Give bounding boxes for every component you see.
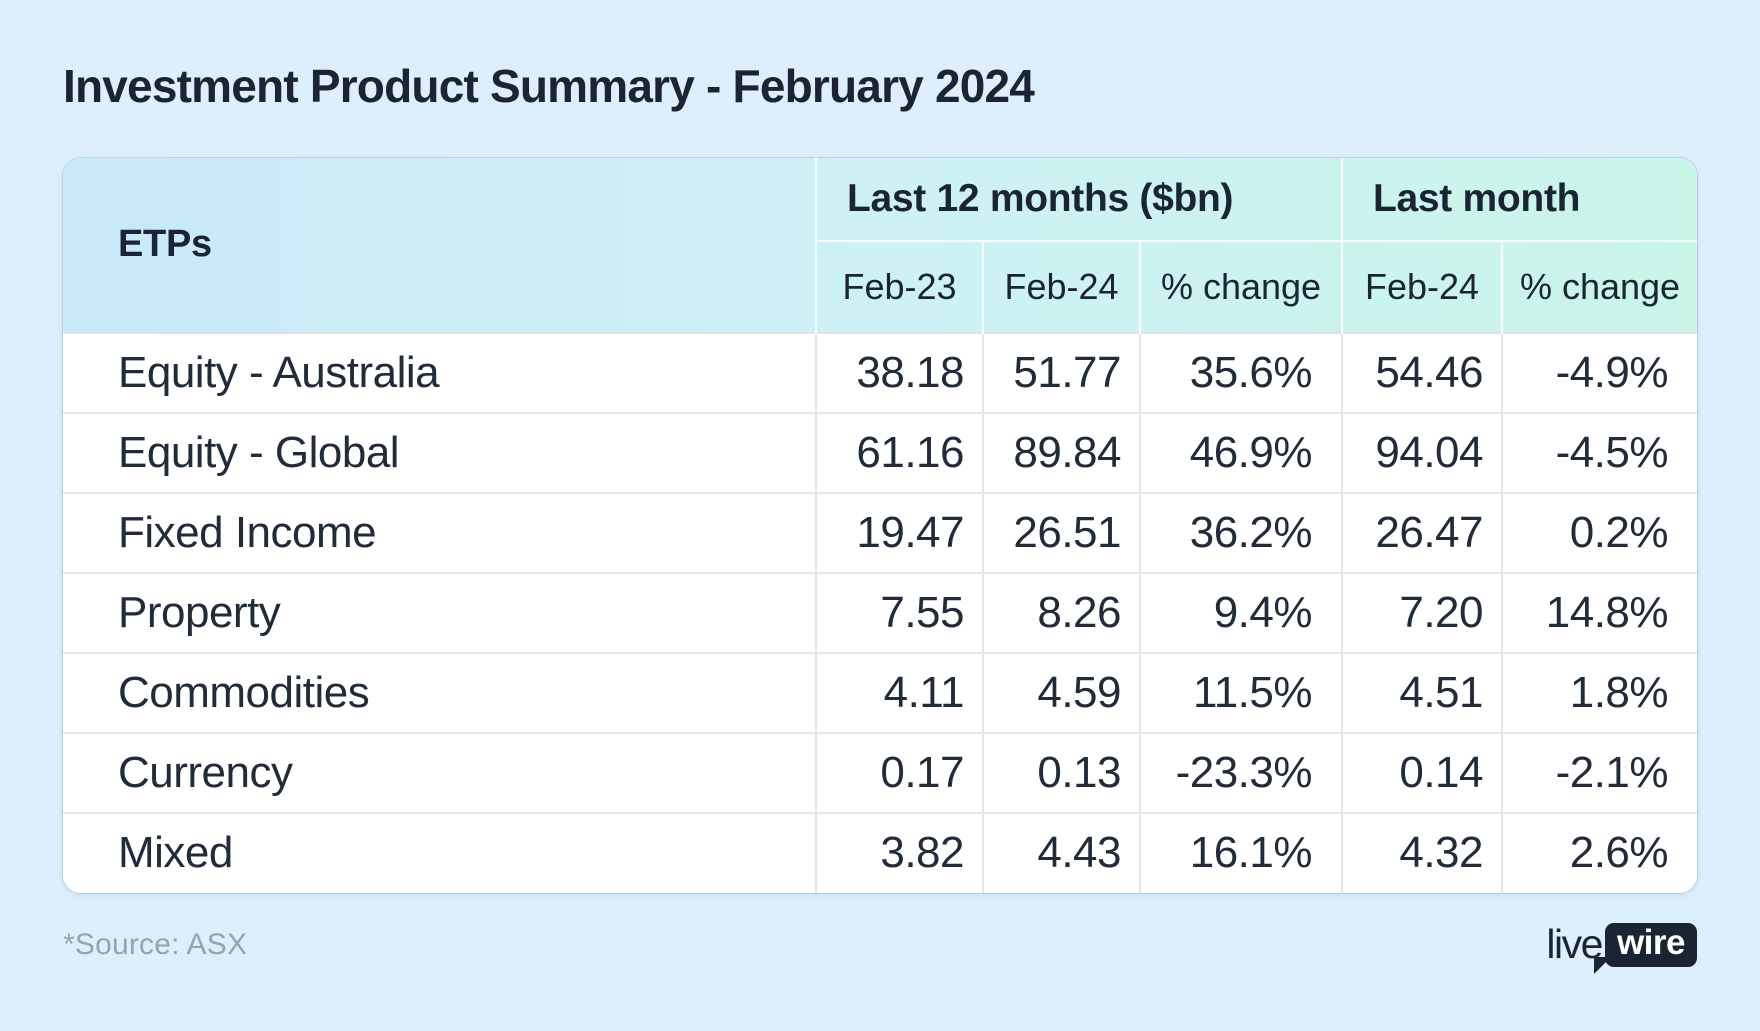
cell-value: 11.5%	[1139, 651, 1342, 733]
summary-table-card: ETPs Last 12 months ($bn) Last month Feb…	[63, 157, 1697, 893]
table-row: Mixed 3.82 4.43 16.1% 4.32 2.6%	[63, 811, 1697, 893]
cell-value: 14.8%	[1500, 571, 1697, 653]
cell-value: 8.26	[982, 571, 1140, 653]
table-row: Commodities 4.11 4.59 11.5% 4.51 1.8%	[63, 651, 1697, 733]
source-note: *Source: ASX	[63, 927, 248, 961]
livewire-logo-wire-text: wire	[1616, 922, 1686, 962]
row-label: Equity - Global	[63, 411, 816, 493]
livewire-logo: live wire	[1546, 921, 1697, 974]
sub-header-row: Feb-23 Feb-24 % change Feb-24 % change	[63, 240, 1697, 333]
page-title: Investment Product Summary - February 20…	[63, 60, 1035, 112]
cell-value: 4.59	[982, 651, 1140, 733]
col-header-feb24-12m: Feb-24	[982, 240, 1140, 333]
cell-value: 4.43	[982, 811, 1140, 893]
cell-value: 94.04	[1341, 411, 1502, 493]
col-header-feb24-lm: Feb-24	[1341, 240, 1502, 333]
cell-value: 51.77	[982, 331, 1140, 413]
table-row: Currency 0.17 0.13 -23.3% 0.14 -2.1%	[63, 731, 1697, 813]
cell-value: 4.51	[1341, 651, 1502, 733]
summary-table: ETPs Last 12 months ($bn) Last month Feb…	[63, 157, 1697, 893]
col-group-last-12-months: Last 12 months ($bn)	[815, 157, 1342, 242]
table-row: Equity - Global 61.16 89.84 46.9% 94.04 …	[63, 411, 1697, 493]
cell-value: 0.14	[1341, 731, 1502, 813]
col-group-last-month: Last month	[1340, 157, 1697, 242]
table-row: Property 7.55 8.26 9.4% 7.20 14.8%	[63, 571, 1697, 653]
cell-value: 0.13	[982, 731, 1140, 813]
footer: *Source: ASX live wire	[63, 921, 1697, 974]
table-row: Fixed Income 19.47 26.51 36.2% 26.47 0.2…	[63, 491, 1697, 573]
cell-value: 26.47	[1341, 491, 1502, 573]
cell-value: 0.2%	[1500, 491, 1697, 573]
cell-value: 9.4%	[1139, 571, 1342, 653]
col-header-etps: ETPs	[118, 223, 212, 266]
table-body: Equity - Australia 38.18 51.77 35.6% 54.…	[63, 331, 1697, 893]
row-label: Mixed	[63, 811, 816, 893]
cell-value: 35.6%	[1139, 331, 1342, 413]
cell-value: 4.32	[1341, 811, 1502, 893]
livewire-logo-live-text: live	[1546, 921, 1603, 968]
row-label: Property	[63, 571, 816, 653]
cell-value: 36.2%	[1139, 491, 1342, 573]
cell-value: 19.47	[815, 491, 983, 573]
cell-value: 61.16	[815, 411, 983, 493]
cell-value: -4.5%	[1500, 411, 1697, 493]
cell-value: 46.9%	[1139, 411, 1342, 493]
row-label: Fixed Income	[63, 491, 816, 573]
group-header-row: ETPs Last 12 months ($bn) Last month	[63, 157, 1697, 265]
cell-value: 54.46	[1341, 331, 1502, 413]
cell-value: -23.3%	[1139, 731, 1342, 813]
table-row: Equity - Australia 38.18 51.77 35.6% 54.…	[63, 331, 1697, 413]
row-label: Equity - Australia	[63, 331, 816, 413]
cell-value: 2.6%	[1500, 811, 1697, 893]
col-header-pct-change-lm: % change	[1500, 240, 1697, 333]
row-label: Commodities	[63, 651, 816, 733]
cell-value: 3.82	[815, 811, 983, 893]
cell-value: 38.18	[815, 331, 983, 413]
cell-value: 7.20	[1341, 571, 1502, 653]
cell-value: 0.17	[815, 731, 983, 813]
livewire-logo-wire-badge: wire	[1593, 922, 1697, 974]
cell-value: 7.55	[815, 571, 983, 653]
cell-value: 26.51	[982, 491, 1140, 573]
cell-value: -4.9%	[1500, 331, 1697, 413]
cell-value: 4.11	[815, 651, 983, 733]
livewire-logo-tail-icon	[1593, 956, 1611, 974]
cell-value: 89.84	[982, 411, 1140, 493]
cell-value: 16.1%	[1139, 811, 1342, 893]
cell-value: -2.1%	[1500, 731, 1697, 813]
col-header-pct-change-12m: % change	[1139, 240, 1342, 333]
row-label: Currency	[63, 731, 816, 813]
table-header: ETPs Last 12 months ($bn) Last month Feb…	[63, 157, 1697, 333]
col-header-feb23: Feb-23	[815, 240, 983, 333]
cell-value: 1.8%	[1500, 651, 1697, 733]
